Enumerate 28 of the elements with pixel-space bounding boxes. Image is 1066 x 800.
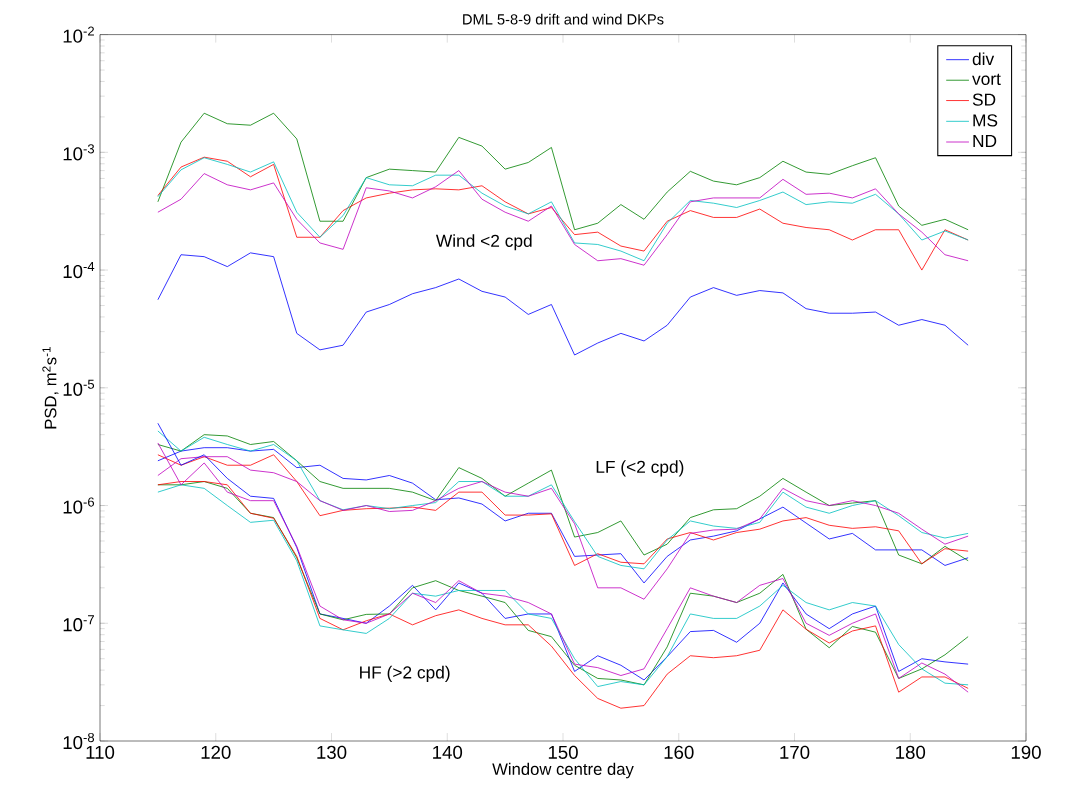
annotation: Wind <2 cpd [435,234,532,251]
legend-label: div [972,52,995,66]
y-tick-label: 10$^{-6}$ [63,497,95,514]
x-tick-label: 150 [548,745,578,759]
legend-label: MS [973,114,998,127]
x-tick-label: 140 [433,745,463,759]
x-tick-label: 180 [896,745,926,759]
annotation: HF (>2 cpd) [360,665,450,682]
chart-title: DML 5-8-9 drift and wind DKPs [463,13,664,25]
y-tick-label: 10$^{-5}$ [63,379,95,396]
annotation: LF (<2 cpd) [596,460,684,477]
y-tick-label: 10$^{-4}$ [63,262,95,279]
line-series [157,454,969,566]
legend-label: SD [972,93,996,106]
x-tick-label: 120 [201,745,231,759]
y-tick-label: 10$^{-7}$ [63,615,94,632]
line-series [157,112,969,231]
line-series [157,252,969,356]
y-tick-label: 10$^{-2}$ [63,26,94,43]
legend-label: vort [972,73,1001,85]
legend-label: ND [973,135,997,147]
x-tick-label: 170 [780,745,810,759]
x-tick-label: 130 [317,745,347,759]
x-axis-title: Window centre day [492,762,634,779]
x-tick-label: 160 [664,745,694,759]
y-axis-title: PSD, m$^{2}$s$^{-1}$ [42,347,59,429]
y-tick-label: 10$^{-3}$ [63,144,95,161]
x-tick-label: 190 [1011,745,1041,759]
